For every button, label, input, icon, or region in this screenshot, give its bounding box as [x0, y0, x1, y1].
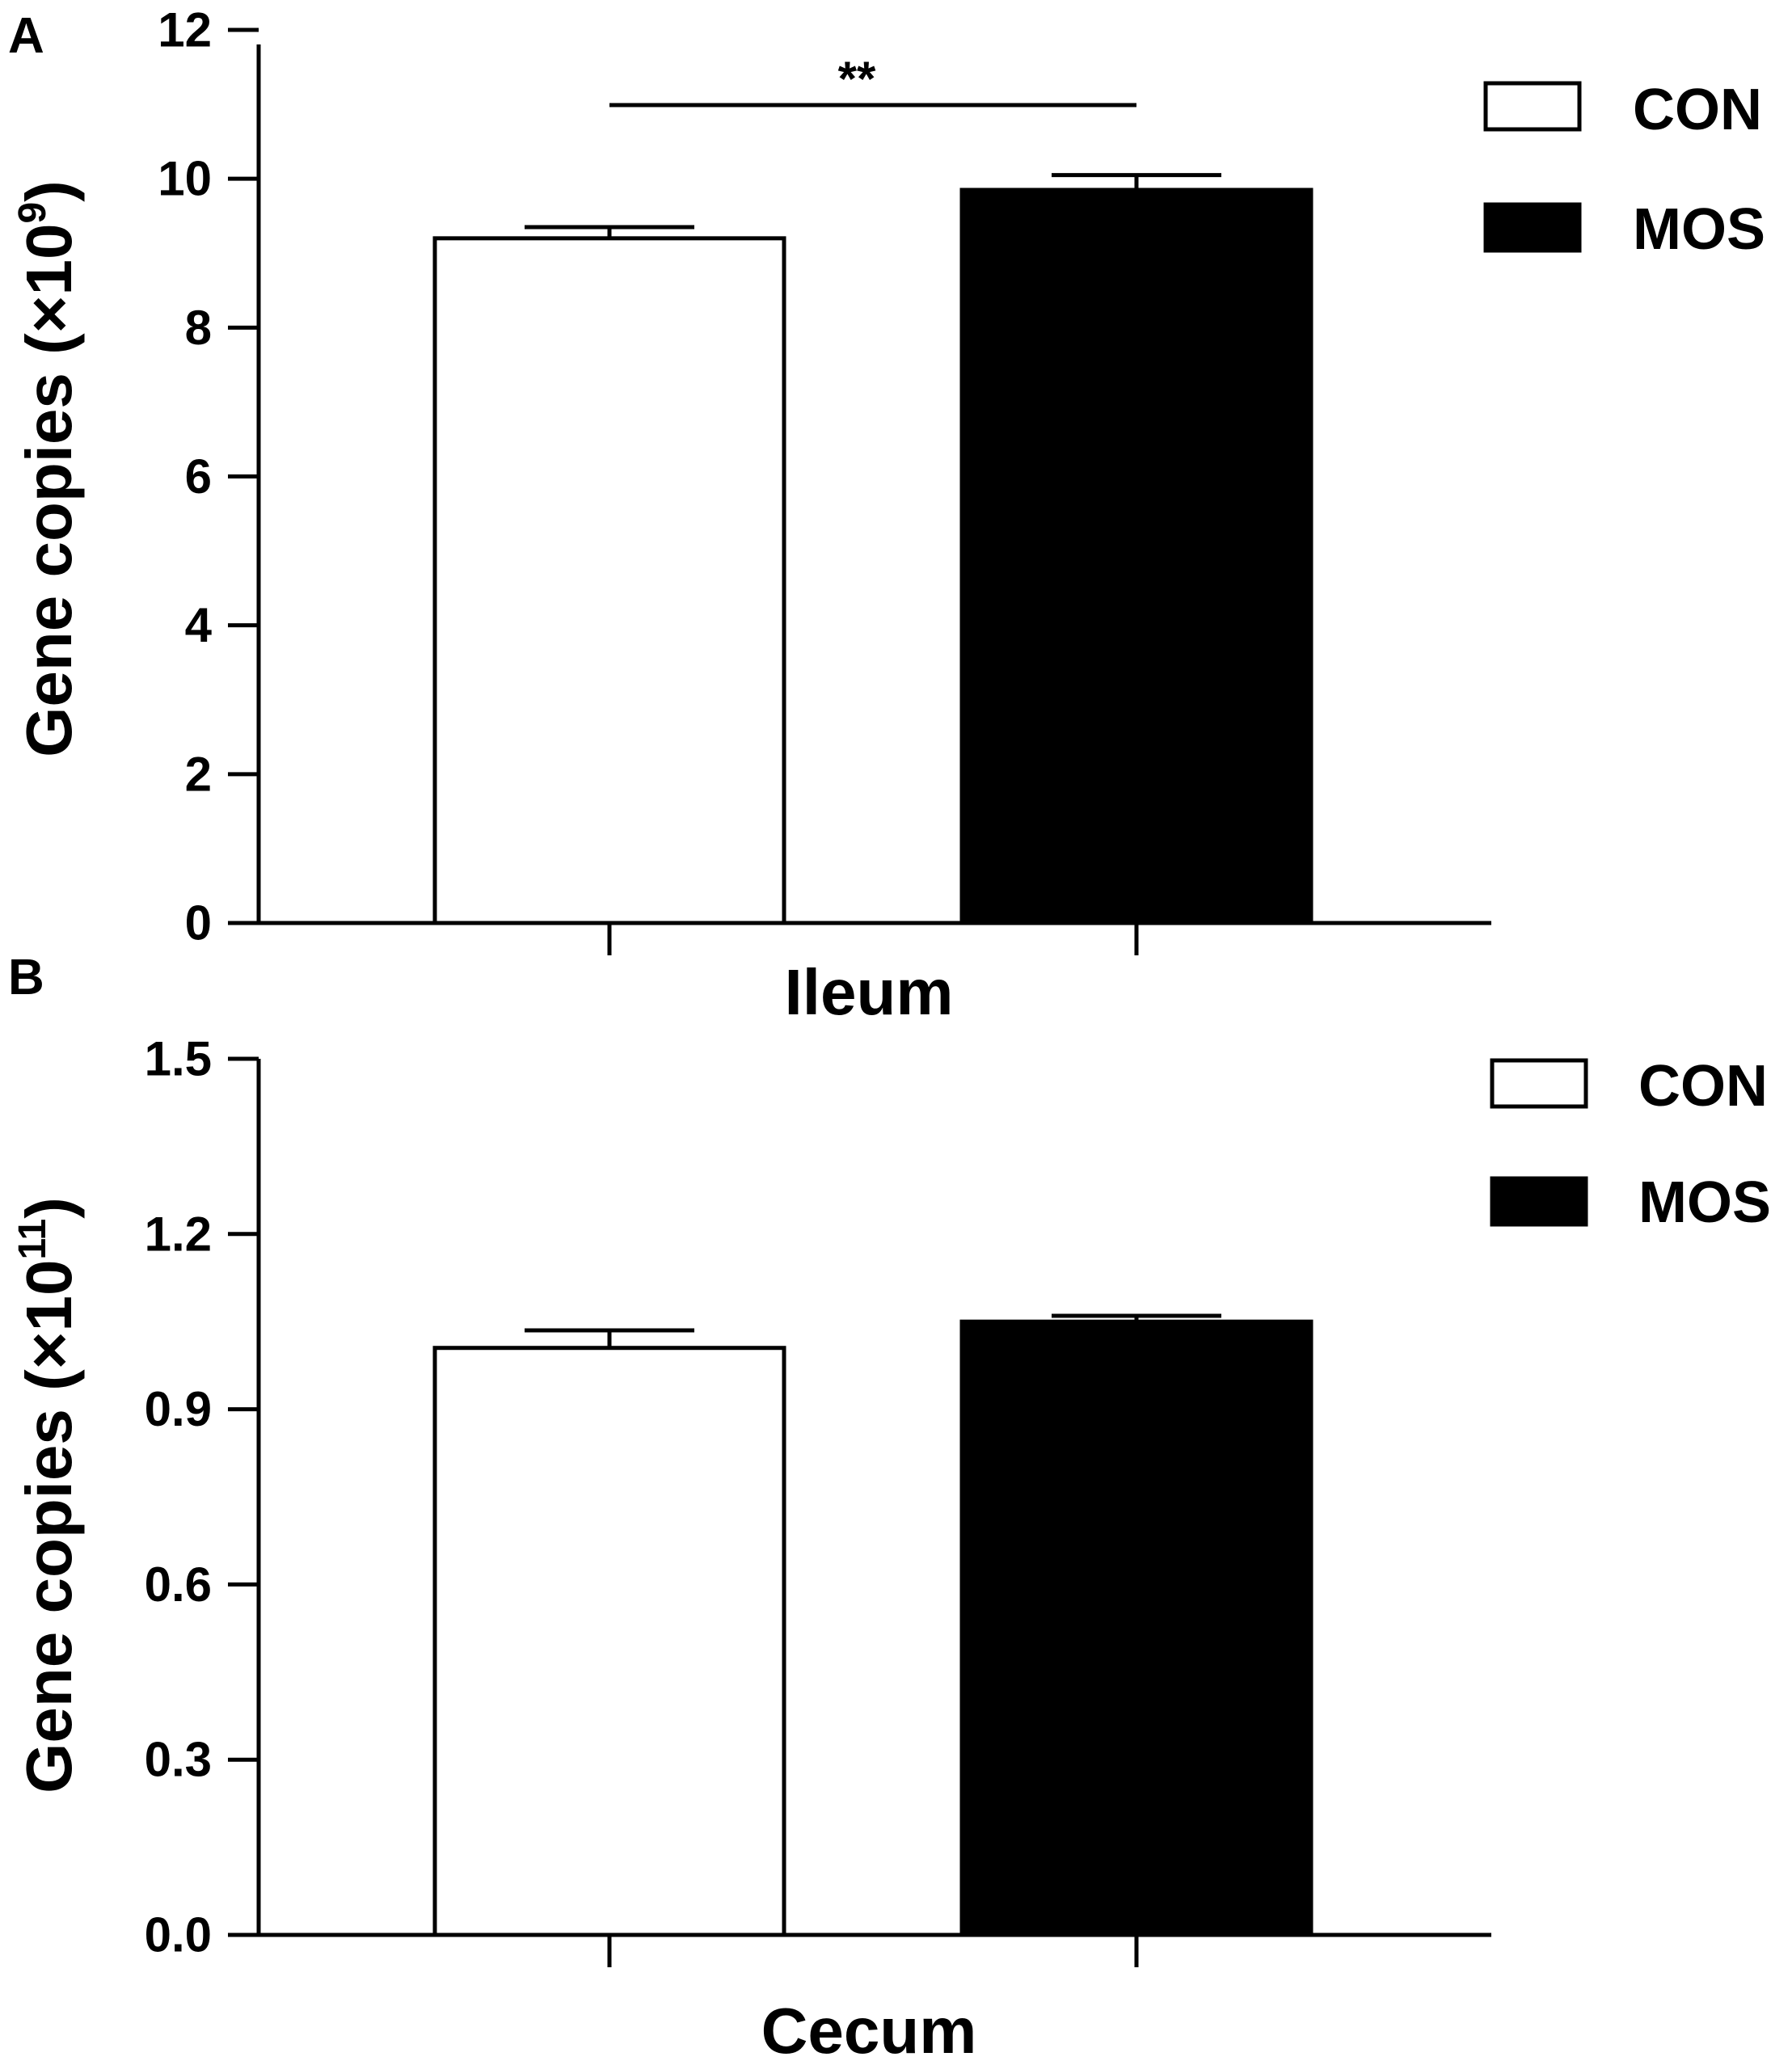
panel-a-y-tick-label: 10	[158, 152, 212, 206]
panel-b-legend: CON MOS	[1490, 1054, 1771, 1235]
panel-a-y-axis-label: Gene copies (×109)	[11, 180, 85, 757]
panel-a-y-tick-label: 0	[185, 896, 212, 950]
panel-a-y-tick-label: 6	[185, 449, 212, 504]
panel-a-x-axis-label: Ileum	[785, 956, 954, 1028]
panel-a-legend-swatch-mos	[1483, 202, 1582, 253]
panel-a-y-ticks: 0 2 4 6 8 10 12	[158, 3, 259, 950]
panel-b-legend-swatch-mos	[1490, 1176, 1588, 1227]
panel-b-y-ticks: 0.0 0.3 0.6 0.9 1.2 1.5	[145, 1032, 259, 1962]
panel-b-y-tick-label: 1.2	[145, 1207, 212, 1261]
panel-b: B Gene copies (×1011) 0.0 0.3 0.6 0.9 1.…	[8, 950, 1771, 2061]
panel-b-y-tick-label: 0.6	[145, 1557, 212, 1612]
panel-a-y-tick-label: 12	[158, 3, 212, 57]
panel-a-y-tick-label: 4	[185, 598, 213, 652]
panel-b-legend-label-con: CON	[1638, 1054, 1768, 1119]
panel-b-bars	[432, 1313, 1313, 1937]
panel-b-y-tick-label: 0.9	[145, 1382, 212, 1436]
panel-a-y-tick-label: 2	[185, 747, 212, 801]
panel-b-legend-swatch-con	[1490, 1058, 1588, 1109]
panel-b-bar-con	[432, 1346, 786, 1937]
panel-a-legend-swatch-con	[1483, 81, 1582, 132]
panel-b-legend-label-mos: MOS	[1638, 1170, 1771, 1235]
panel-b-bar-mos	[959, 1319, 1313, 1937]
panel-b-y-axis-label: Gene copies (×1011)	[11, 1197, 85, 1793]
panel-a-legend-label-con: CON	[1633, 78, 1762, 142]
panel-a-label: A	[8, 8, 44, 64]
panel-a-bar-mos	[959, 188, 1313, 925]
panel-a-legend: CON MOS	[1483, 78, 1765, 262]
panel-a: A Gene copies (×109) 0 2 4 6 8 10 12 ** …	[8, 3, 1765, 1029]
panel-b-x-axis-label: Cecum	[761, 1995, 977, 2061]
panel-a-bar-con	[432, 236, 786, 925]
panel-b-y-tick-label: 1.5	[145, 1032, 212, 1086]
panel-a-y-tick-label: 8	[185, 301, 212, 355]
panel-a-significance-label: **	[838, 52, 876, 106]
panel-a-bars	[432, 173, 1313, 925]
panel-b-y-tick-label: 0.3	[145, 1733, 212, 1787]
panel-b-y-tick-label: 0.0	[145, 1908, 212, 1962]
panel-b-label: B	[8, 950, 44, 1005]
panel-a-legend-label-mos: MOS	[1633, 197, 1765, 262]
